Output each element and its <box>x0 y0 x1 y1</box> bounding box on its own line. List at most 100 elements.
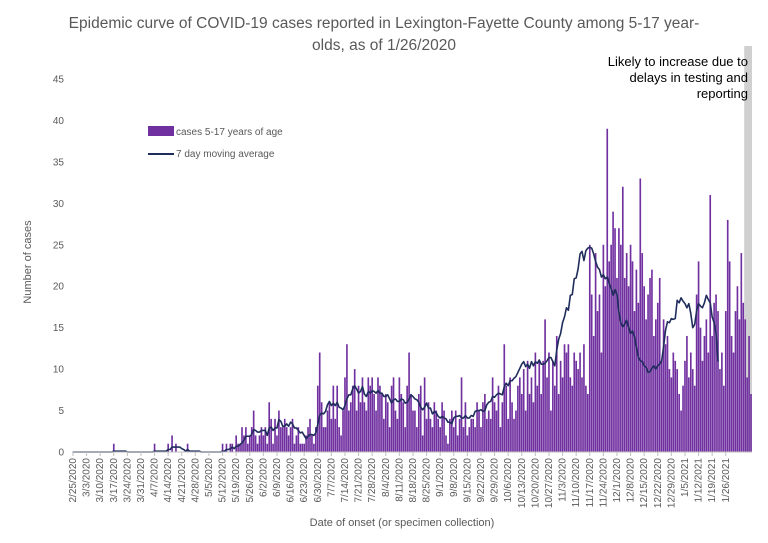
case-bar <box>666 335 669 452</box>
case-bar <box>676 369 679 452</box>
case-bar <box>645 319 647 452</box>
case-bar <box>285 427 288 452</box>
case-bar <box>585 385 587 452</box>
case-bar <box>363 402 366 452</box>
case-bar <box>524 410 527 452</box>
x-tick-label: 9/22/2020 <box>476 458 487 503</box>
case-bar <box>355 410 358 452</box>
case-bar <box>408 352 410 452</box>
case-bar <box>544 319 546 452</box>
case-bar <box>351 385 354 452</box>
case-bar <box>278 410 280 452</box>
case-bar <box>517 385 519 452</box>
case-bar <box>633 311 636 452</box>
x-tick-label: 3/3/2020 <box>82 458 93 497</box>
x-tick-label: 9/8/2020 <box>449 458 460 497</box>
case-bar <box>291 418 294 452</box>
y-axis-ticks: 0 5 10 15 20 25 30 35 40 45 <box>53 75 65 459</box>
case-bar <box>464 402 467 452</box>
case-bar <box>441 402 443 452</box>
case-bar <box>559 360 562 452</box>
case-bar <box>596 311 599 452</box>
case-bar <box>466 435 469 452</box>
case-bar <box>433 402 436 452</box>
case-bar <box>484 393 486 452</box>
case-bar <box>526 360 529 452</box>
case-bar <box>519 377 521 452</box>
case-bar <box>250 427 253 452</box>
case-bar <box>437 418 440 452</box>
case-bar <box>318 352 321 452</box>
case-bar <box>264 427 267 452</box>
case-bar <box>668 369 671 452</box>
case-bar <box>612 211 614 452</box>
annotation-line-1: Likely to increase due to <box>608 54 748 69</box>
case-bar <box>534 352 537 452</box>
case-bar <box>153 443 156 452</box>
case-bar <box>689 352 692 452</box>
x-tick-label: 5/12/2020 <box>218 458 229 503</box>
case-bar <box>643 286 645 452</box>
case-bar <box>487 410 490 452</box>
case-bar <box>649 277 651 452</box>
case-bar <box>581 377 583 452</box>
case-bar <box>112 443 115 452</box>
legend-label-moving-average: 7 day moving average <box>176 149 275 160</box>
case-bar <box>482 402 484 452</box>
case-bar <box>701 360 704 452</box>
case-bar <box>594 253 597 452</box>
case-bar <box>452 427 455 452</box>
case-bar <box>404 427 407 452</box>
case-bar <box>241 427 243 452</box>
case-bar <box>485 418 488 452</box>
case-bar <box>303 443 305 452</box>
case-bar <box>678 393 680 452</box>
case-bar <box>610 244 612 452</box>
x-tick-label: 6/9/2020 <box>272 458 283 497</box>
y-tick-label: 15 <box>53 323 65 334</box>
case-bar <box>375 410 377 452</box>
case-bar <box>542 360 544 452</box>
case-bar <box>588 244 591 452</box>
case-bar <box>732 352 735 452</box>
case-bar <box>546 377 548 452</box>
case-bar <box>221 443 224 452</box>
case-bar <box>419 385 422 452</box>
case-bar <box>511 402 513 452</box>
case-bar <box>470 418 473 452</box>
case-bar <box>637 302 640 452</box>
case-bar <box>287 435 290 452</box>
case-bar <box>299 443 302 452</box>
case-bar <box>672 352 675 452</box>
case-bar <box>489 418 492 452</box>
case-bar <box>449 418 451 452</box>
x-tick-label: 1/12/2021 <box>694 458 705 503</box>
case-bar <box>456 435 459 452</box>
case-bar <box>695 294 698 452</box>
case-bar <box>724 311 727 452</box>
case-bar <box>416 427 418 452</box>
case-bar <box>458 418 461 452</box>
chart-title-line-2: olds, as of 1/26/2020 <box>312 37 456 54</box>
case-bar <box>561 377 564 452</box>
x-tick-label: 3/24/2020 <box>122 458 133 503</box>
case-bar <box>305 435 307 452</box>
x-tick-label: 10/27/2020 <box>544 458 555 508</box>
x-tick-label: 10/13/2020 <box>517 458 528 508</box>
case-bar <box>390 385 393 452</box>
x-tick-label: 12/8/2020 <box>626 458 637 503</box>
case-bar <box>647 294 649 452</box>
case-bar <box>423 377 426 452</box>
case-bar <box>379 385 381 452</box>
case-bar <box>651 269 653 452</box>
case-bar <box>655 319 657 452</box>
legend-label-cases: cases 5-17 years of age <box>176 127 283 138</box>
case-bar <box>460 377 463 452</box>
case-bar <box>602 244 605 452</box>
case-bar <box>406 385 408 452</box>
case-bar <box>604 286 607 452</box>
case-bar <box>235 435 237 452</box>
x-tick-label: 11/3/2020 <box>558 458 569 502</box>
case-bar <box>627 286 630 452</box>
